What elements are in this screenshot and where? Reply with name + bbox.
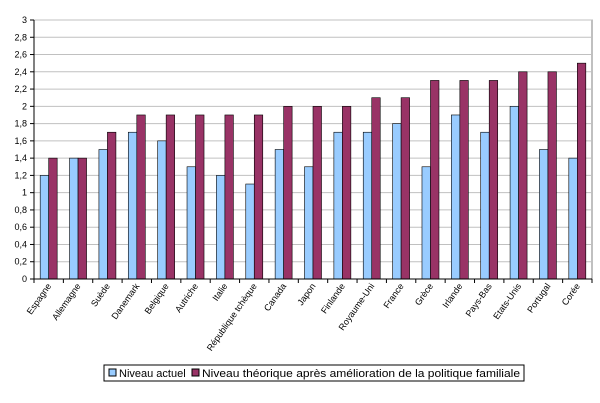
bar-niveau-theorique — [547, 71, 557, 280]
y-tick-label: 2,8 — [14, 32, 27, 42]
y-tick-label: 2,2 — [14, 84, 27, 94]
legend-swatch-theoretical — [191, 368, 200, 377]
bar-niveau-actuel — [333, 131, 343, 280]
legend: Niveau actuel Niveau théorique après amé… — [103, 364, 525, 382]
bar-niveau-actuel — [186, 166, 196, 280]
bar-niveau-actuel — [539, 149, 549, 280]
bar-niveau-actuel — [304, 166, 314, 280]
bar-niveau-theorique — [195, 114, 205, 280]
y-tick-label: 2 — [22, 101, 27, 111]
bar-niveau-theorique — [283, 106, 293, 280]
bar-niveau-actuel — [98, 149, 108, 280]
legend-swatch-current — [108, 368, 117, 377]
bar-niveau-actuel — [451, 114, 461, 280]
bar-niveau-theorique — [312, 106, 322, 280]
bar-niveau-theorique — [77, 157, 87, 280]
y-tick-label: 0,2 — [14, 257, 27, 267]
bars — [39, 62, 587, 280]
bar-niveau-theorique — [518, 71, 528, 280]
bar-niveau-theorique — [107, 131, 117, 280]
bar-niveau-theorique — [488, 80, 499, 280]
axes — [30, 19, 593, 283]
bar-niveau-theorique — [224, 114, 234, 280]
bar-niveau-actuel — [568, 157, 578, 280]
y-tick-label: 1,6 — [14, 136, 27, 146]
y-tick-label: 0 — [22, 274, 27, 284]
y-tick-label: 0,4 — [14, 239, 27, 249]
bar-niveau-actuel — [69, 157, 79, 280]
legend-box — [103, 364, 525, 382]
bar-niveau-theorique — [165, 114, 175, 280]
y-tick-label: 0,8 — [14, 205, 27, 215]
y-tick-label: 1,4 — [14, 153, 27, 163]
bar-niveau-theorique — [371, 97, 381, 280]
bar-niveau-actuel — [157, 140, 167, 280]
bar-niveau-theorique — [136, 114, 146, 280]
bar-niveau-actuel — [39, 175, 49, 280]
bar-niveau-actuel — [392, 123, 402, 280]
y-tick-label: 3 — [22, 15, 27, 25]
y-tick-label: 0,6 — [14, 222, 27, 232]
bar-niveau-theorique — [400, 97, 410, 280]
bar-niveau-theorique — [577, 62, 587, 280]
bar-niveau-actuel — [216, 175, 226, 280]
bar-niveau-theorique — [430, 80, 440, 280]
bar-niveau-theorique — [253, 114, 264, 280]
y-tick-label: 1,2 — [14, 170, 27, 180]
bar-niveau-theorique — [48, 157, 58, 280]
bar-niveau-actuel — [362, 131, 373, 280]
y-tick-label: 2,6 — [14, 50, 27, 60]
y-tick-label: 1 — [22, 188, 27, 198]
bar-niveau-theorique — [342, 106, 352, 280]
bar-niveau-actuel — [245, 183, 255, 280]
bar-niveau-actuel — [480, 131, 490, 280]
bar-niveau-actuel — [509, 106, 519, 280]
legend-label-theoretical: Niveau théorique après amélioration de l… — [202, 368, 520, 380]
y-tick-label: 1,8 — [14, 119, 27, 129]
bar-niveau-actuel — [127, 131, 138, 280]
y-tick-labels: 0 0,2 0,4 0,6 0,8 1 1,2 1,4 1,6 1,8 2 2,2 2,4 2,6 2,8 3 — [14, 15, 27, 284]
bar-niveau-theorique — [459, 80, 469, 280]
legend-label-current: Niveau actuel — [119, 368, 186, 380]
y-tick-label: 2,4 — [14, 67, 27, 77]
bar-niveau-actuel — [274, 149, 284, 280]
bar-niveau-actuel — [421, 166, 431, 280]
